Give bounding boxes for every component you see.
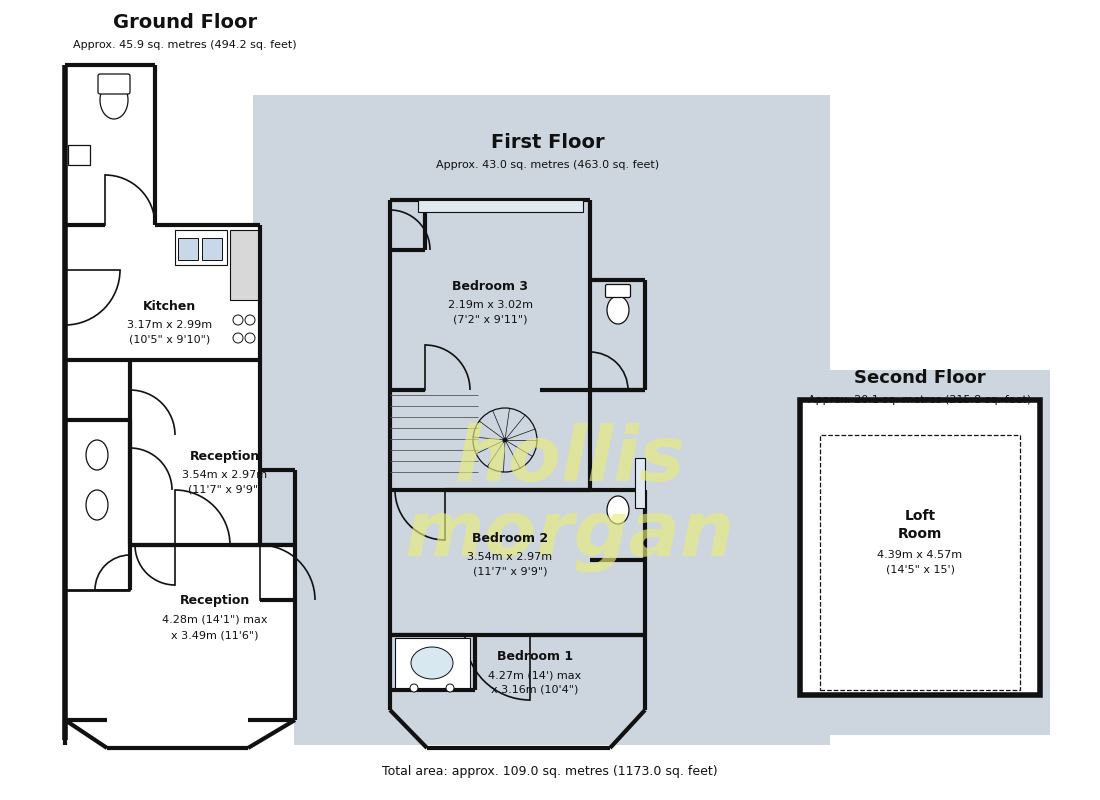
Text: First Floor: First Floor: [492, 133, 605, 152]
Bar: [635, 458, 645, 508]
Bar: [175, 230, 227, 265]
Text: Loft: Loft: [904, 509, 936, 523]
Text: hollis: hollis: [454, 423, 685, 497]
Bar: [820, 435, 1020, 690]
Text: (11'7" x 9'9"): (11'7" x 9'9"): [473, 567, 548, 577]
Ellipse shape: [86, 490, 108, 520]
Text: Approx. 45.9 sq. metres (494.2 sq. feet): Approx. 45.9 sq. metres (494.2 sq. feet): [74, 40, 297, 50]
Text: Ground Floor: Ground Floor: [113, 13, 257, 32]
Text: 2.19m x 3.02m: 2.19m x 3.02m: [448, 300, 532, 310]
Bar: [202, 238, 222, 260]
Text: Bedroom 2: Bedroom 2: [472, 532, 548, 545]
Text: Bedroom 1: Bedroom 1: [497, 650, 573, 663]
Text: Bedroom 3: Bedroom 3: [452, 280, 528, 293]
Circle shape: [245, 333, 255, 343]
Circle shape: [446, 684, 454, 692]
Text: Reception: Reception: [190, 450, 260, 463]
Circle shape: [233, 315, 243, 325]
Bar: [178, 238, 198, 260]
Ellipse shape: [607, 496, 629, 524]
Text: (14'5" x 15'): (14'5" x 15'): [886, 565, 955, 575]
Text: morgan: morgan: [405, 498, 735, 572]
Ellipse shape: [607, 296, 629, 324]
Ellipse shape: [86, 440, 108, 470]
Text: Approx. 43.0 sq. metres (463.0 sq. feet): Approx. 43.0 sq. metres (463.0 sq. feet): [437, 160, 660, 170]
Bar: [253, 95, 830, 745]
Text: x 3.49m (11'6"): x 3.49m (11'6"): [172, 630, 258, 640]
Circle shape: [503, 438, 507, 442]
Bar: [67, 65, 155, 223]
Bar: [66, 546, 294, 746]
Text: Approx. 20.1 sq. metres (215.8 sq. feet): Approx. 20.1 sq. metres (215.8 sq. feet): [808, 395, 1032, 405]
Text: 4.27m (14') max: 4.27m (14') max: [488, 670, 582, 680]
Bar: [800, 400, 1040, 695]
Bar: [764, 370, 1050, 735]
Circle shape: [245, 315, 255, 325]
Text: 4.28m (14'1") max: 4.28m (14'1") max: [163, 614, 267, 624]
Text: (10'5" x 9'10"): (10'5" x 9'10"): [130, 335, 210, 345]
Text: 4.39m x 4.57m: 4.39m x 4.57m: [878, 550, 962, 560]
Bar: [67, 225, 260, 358]
Text: x 3.16m (10'4"): x 3.16m (10'4"): [492, 685, 579, 695]
Ellipse shape: [100, 81, 128, 119]
Bar: [230, 230, 258, 300]
Text: Reception: Reception: [180, 594, 250, 607]
Bar: [68, 145, 90, 165]
Ellipse shape: [411, 647, 453, 679]
FancyBboxPatch shape: [98, 74, 130, 94]
Bar: [395, 638, 470, 688]
Text: 3.54m x 2.97m: 3.54m x 2.97m: [468, 552, 552, 562]
Text: Second Floor: Second Floor: [855, 369, 986, 387]
Text: (11'7" x 9'9"): (11'7" x 9'9"): [188, 485, 262, 495]
FancyBboxPatch shape: [605, 285, 630, 298]
Bar: [418, 200, 583, 212]
Bar: [132, 360, 260, 543]
Text: Room: Room: [898, 527, 943, 541]
Text: Kitchen: Kitchen: [143, 300, 197, 313]
Circle shape: [410, 684, 418, 692]
Text: 3.17m x 2.99m: 3.17m x 2.99m: [128, 320, 212, 330]
Text: (7'2" x 9'11"): (7'2" x 9'11"): [453, 315, 527, 325]
Text: 3.54m x 2.97m: 3.54m x 2.97m: [183, 470, 267, 480]
Circle shape: [233, 333, 243, 343]
Text: Total area: approx. 109.0 sq. metres (1173.0 sq. feet): Total area: approx. 109.0 sq. metres (11…: [382, 765, 718, 778]
